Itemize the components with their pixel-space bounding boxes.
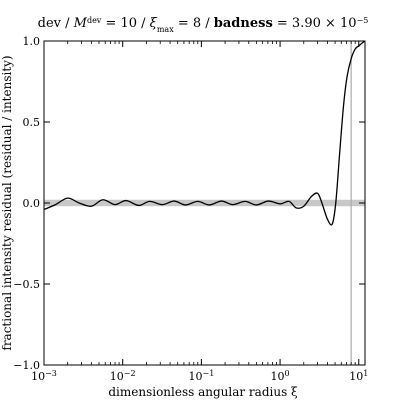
x-tick-label-base: 10	[271, 370, 285, 383]
y-tick-label: 0.0	[23, 197, 41, 210]
x-tick-label: 100	[271, 369, 290, 384]
x-tick-labels: 10−3 10−2 10−1 100 101	[31, 369, 368, 384]
title-m: M	[73, 16, 88, 31]
series-line-0	[43, 40, 366, 226]
y-tick-labels: −1.0 −0.5 0.0 0.5 1.0	[13, 35, 40, 372]
x-tick-label-exp: −3	[45, 369, 57, 378]
x-tick-label: 10−1	[188, 369, 214, 384]
title-mid1: = 10 /	[101, 16, 149, 31]
title-prefix: dev /	[38, 16, 74, 31]
title-mid2: = 8 /	[174, 16, 214, 31]
x-tick-label-base: 10	[31, 370, 45, 383]
y-tick-label: −1.0	[13, 359, 40, 372]
ticks-layer	[43, 40, 365, 366]
title-m-sup: dev	[87, 16, 102, 25]
x-tick-label-exp: 1	[363, 369, 368, 378]
y-tick-label: 1.0	[23, 35, 41, 48]
x-tick-label-base: 10	[110, 370, 124, 383]
x-tick-label-base: 10	[349, 370, 363, 383]
x-tick-label-exp: −2	[124, 369, 136, 378]
title-exp: −5	[357, 16, 369, 25]
chart-title: dev / Mdev = 10 / ξmax = 8 / badness = 3…	[38, 16, 369, 34]
series-layer	[43, 40, 366, 226]
title-xi-sub: max	[157, 25, 174, 34]
y-tick-label: 0.5	[23, 116, 41, 129]
x-tick-label-exp: −1	[202, 369, 214, 378]
title-xi: ξ	[150, 16, 158, 31]
x-axis-label: dimensionless angular radius ξ	[108, 385, 298, 399]
y-tick-label: −0.5	[13, 278, 40, 291]
title-mid3: = 3.90 × 10	[273, 16, 357, 31]
x-tick-label: 10−2	[110, 369, 136, 384]
x-tick-label-base: 10	[188, 370, 202, 383]
x-tick-label-exp: 0	[285, 369, 290, 378]
x-tick-label: 101	[349, 369, 368, 384]
x-tick-label: 10−3	[31, 369, 57, 384]
y-axis-label: fractional intensity residual (residual …	[0, 55, 14, 350]
title-badness: badness	[214, 16, 273, 31]
